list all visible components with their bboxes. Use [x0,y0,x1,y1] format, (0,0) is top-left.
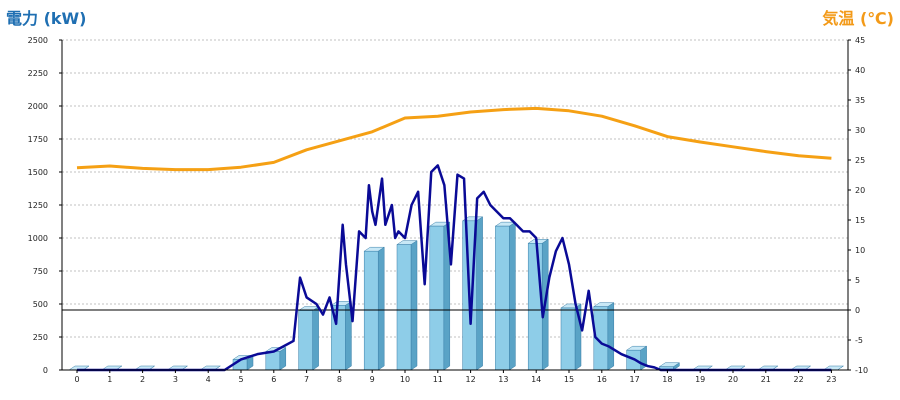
x-tick-label: 22 [794,375,804,384]
right-tick-label: 20 [855,186,865,195]
left-tick-label: 1500 [28,168,48,177]
x-tick-label: 5 [238,375,243,384]
right-tick-label: -10 [855,366,868,375]
right-tick-label: 15 [855,216,865,225]
left-tick-label: 2000 [28,102,48,111]
axes: 02505007501000125015001750200022502500-1… [28,36,868,384]
left-tick-label: 2500 [28,36,48,45]
power-line [77,164,832,372]
bar-front [265,351,281,371]
x-tick-label: 0 [74,375,79,384]
x-tick-label: 19 [695,375,705,384]
x-tick-label: 3 [173,375,178,384]
left-axis-title: 電力 (kW) [6,9,87,28]
bar-front [396,244,412,371]
bar-front [495,225,510,371]
x-tick-label: 15 [564,375,574,384]
x-tick-label: 2 [140,375,145,384]
left-tick-label: 1000 [28,234,48,243]
x-tick-label: 20 [728,375,738,384]
bars [68,216,845,371]
right-axis-title: 気温 (℃) [822,9,894,28]
bar [560,303,582,371]
x-tick-label: 11 [433,375,443,384]
temperature-line [76,106,832,172]
right-tick-label: 0 [855,306,860,315]
bar-front [298,310,313,371]
right-tick-label: -5 [855,336,863,345]
bar-side [509,221,516,371]
left-tick-label: 1250 [28,201,48,210]
x-tick-label: 10 [400,375,410,384]
left-tick-label: 1750 [28,135,48,144]
bar-front [560,307,576,371]
bar [396,240,418,371]
right-tick-label: 40 [855,66,865,75]
right-tick-label: 30 [855,126,865,135]
x-tick-label: 17 [630,375,640,384]
x-tick-label: 12 [466,375,476,384]
right-tick-label: 25 [855,156,865,165]
bar-front [429,225,445,371]
bar [297,306,320,371]
bar-side [377,246,385,371]
bar-front [363,250,379,371]
x-tick-label: 7 [304,375,309,384]
left-tick-label: 750 [33,267,48,276]
x-tick-label: 9 [370,375,375,384]
grid [62,39,848,338]
bar-side [607,302,615,371]
right-tick-label: 35 [855,96,865,105]
bar-side [410,240,418,371]
x-tick-label: 21 [761,375,771,384]
x-tick-label: 18 [662,375,672,384]
x-tick-label: 13 [498,375,508,384]
bar-front [527,243,543,371]
bar [494,221,517,371]
bar [363,246,386,371]
bar [428,221,451,371]
bar [330,300,353,371]
right-tick-label: 45 [855,36,865,45]
bar-side [312,306,319,371]
x-tick-label: 14 [531,375,541,384]
x-tick-label: 8 [337,375,342,384]
bar [658,362,681,371]
x-tick-label: 16 [597,375,607,384]
right-tick-label: 5 [855,276,860,285]
left-tick-label: 2250 [28,69,48,78]
x-tick-label: 4 [206,375,211,384]
left-tick-label: 250 [33,333,48,342]
x-tick-label: 23 [826,375,836,384]
x-tick-label: 6 [271,375,276,384]
bar [592,302,615,371]
left-tick-label: 0 [43,366,48,375]
left-tick-label: 500 [33,300,48,309]
series-lines [62,106,848,372]
x-tick-label: 1 [107,375,112,384]
right-tick-label: 10 [855,246,865,255]
bar-side [476,216,483,371]
